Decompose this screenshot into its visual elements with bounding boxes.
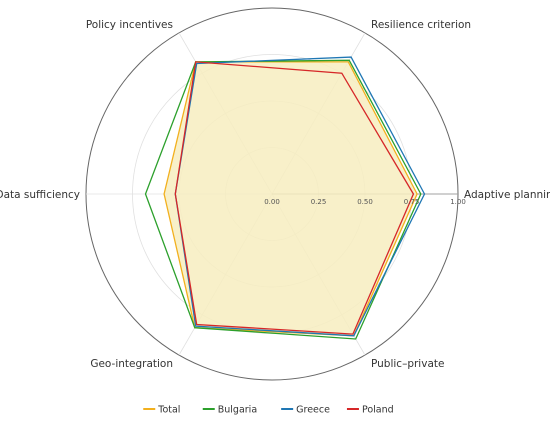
radial-tick-label: 0.25 — [311, 198, 327, 206]
radial-ticks: 0.00 0.25 0.50 0.75 1.00 — [264, 198, 466, 206]
legend-item-greece: Greece — [281, 405, 330, 416]
axis-label-geo-integration: Geo-integration — [90, 358, 173, 370]
legend-item-total: Total — [143, 405, 180, 416]
legend-item-bulgaria: Bulgaria — [202, 405, 257, 416]
axis-label-public-private: Public–private — [371, 358, 444, 370]
axis-label-policy-incentives: Policy incentives — [86, 19, 173, 31]
radar-series — [144, 56, 426, 340]
legend-label: Bulgaria — [218, 405, 257, 416]
legend-label: Total — [157, 405, 180, 416]
series-line-poland — [174, 61, 415, 335]
axis-labels: Adaptive planning Resilience criterion Pol… — [0, 19, 550, 370]
radial-tick-label: 0.75 — [404, 198, 420, 206]
legend-item-poland: Poland — [346, 405, 394, 416]
legend-label: Greece — [296, 405, 330, 416]
axis-label-resilience-criterion: Resilience criterion — [371, 19, 471, 31]
legend-label: Poland — [362, 405, 394, 416]
axis-label-adaptive-planning: Adaptive planning — [464, 189, 550, 201]
series-line-bulgaria — [144, 59, 422, 340]
series-fill-total — [164, 61, 418, 336]
radial-tick-label: 0.50 — [357, 198, 373, 206]
legend: Total Bulgaria Greece Poland — [143, 405, 394, 416]
radar-fills — [164, 61, 418, 336]
radial-tick-label: 0.00 — [264, 198, 280, 206]
radial-tick-label: 1.00 — [450, 198, 466, 206]
axis-label-data-sufficiency: Data sufficiency — [0, 189, 80, 201]
